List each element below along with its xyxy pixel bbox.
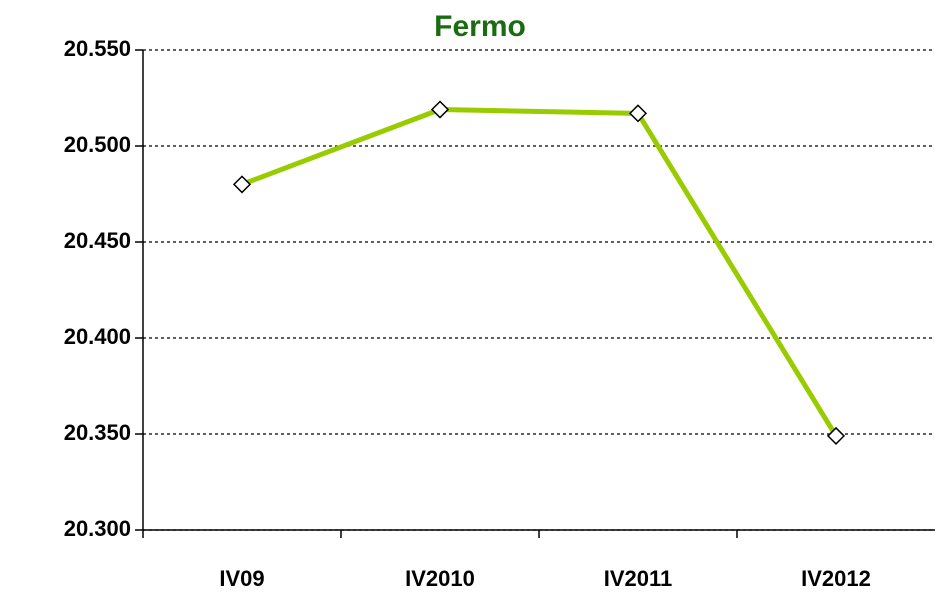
x-tick-label: IV2011	[604, 566, 673, 591]
y-tick-label: 20.550	[64, 36, 131, 61]
y-tick-label: 20.500	[64, 132, 131, 157]
y-tick-label: 20.400	[64, 324, 131, 349]
point-marker	[826, 426, 846, 445]
series-line	[241, 107, 839, 438]
chart-title: Fermo	[434, 10, 526, 43]
y-tick-label: 20.350	[64, 420, 131, 445]
y-tick-label: 20.300	[64, 516, 131, 541]
point-marker	[232, 175, 252, 194]
y-tick-label: 20.450	[64, 228, 131, 253]
point-marker	[628, 104, 648, 123]
x-tick-label: IV2012	[801, 566, 871, 591]
x-tick-label: IV09	[219, 566, 264, 591]
x-tick-label: IV2010	[405, 566, 475, 591]
point-marker	[430, 100, 450, 119]
